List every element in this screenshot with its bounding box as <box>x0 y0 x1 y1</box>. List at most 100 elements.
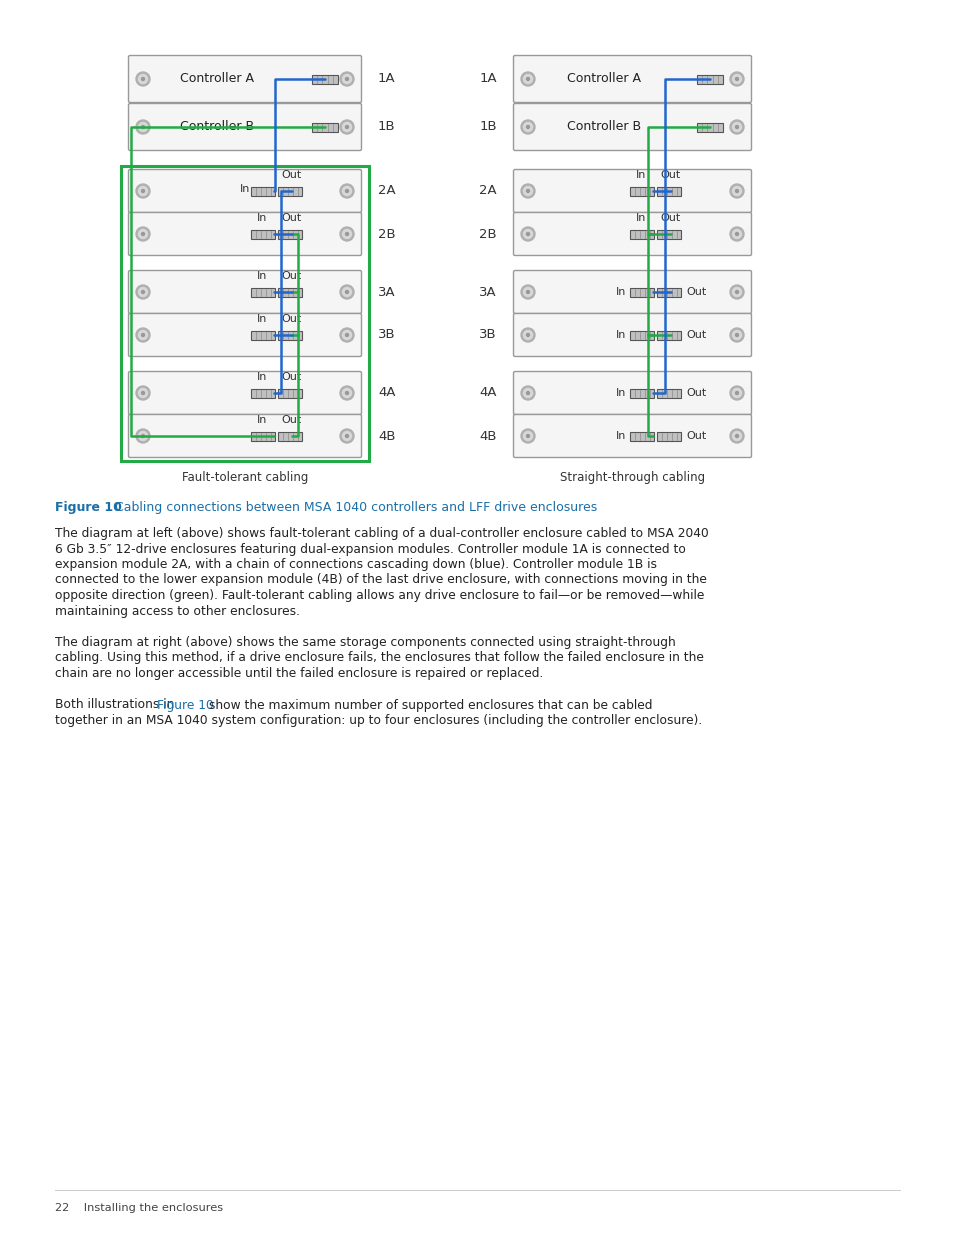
FancyBboxPatch shape <box>129 56 361 103</box>
Text: Both illustrations in: Both illustrations in <box>55 699 178 711</box>
Circle shape <box>729 329 743 342</box>
Circle shape <box>345 435 348 437</box>
Text: In: In <box>256 212 267 224</box>
Bar <box>252 431 275 441</box>
Circle shape <box>520 387 535 400</box>
Circle shape <box>732 230 740 238</box>
Circle shape <box>136 329 150 342</box>
Circle shape <box>138 186 148 195</box>
Text: Out: Out <box>685 431 705 441</box>
Text: 4A: 4A <box>479 387 497 399</box>
Circle shape <box>342 122 351 131</box>
Text: Out: Out <box>281 170 302 180</box>
Bar <box>630 288 654 296</box>
Text: 1A: 1A <box>377 73 395 85</box>
Circle shape <box>735 189 738 193</box>
Text: opposite direction (green). Fault-tolerant cabling allows any drive enclosure to: opposite direction (green). Fault-tolera… <box>55 589 703 601</box>
Text: In: In <box>256 372 267 382</box>
Bar <box>697 122 722 131</box>
Text: Out: Out <box>685 287 705 296</box>
Circle shape <box>345 290 348 294</box>
Text: cabling. Using this method, if a drive enclosure fails, the enclosures that foll: cabling. Using this method, if a drive e… <box>55 652 703 664</box>
Text: Out: Out <box>281 212 302 224</box>
Circle shape <box>735 78 738 80</box>
Circle shape <box>735 126 738 128</box>
Bar <box>278 331 302 340</box>
Bar <box>278 288 302 296</box>
Circle shape <box>136 387 150 400</box>
Circle shape <box>339 285 354 299</box>
Bar <box>121 165 369 461</box>
FancyBboxPatch shape <box>513 314 751 357</box>
Bar <box>657 331 680 340</box>
Circle shape <box>732 331 740 340</box>
FancyBboxPatch shape <box>513 56 751 103</box>
Circle shape <box>729 387 743 400</box>
Bar <box>278 186 302 195</box>
Text: 3A: 3A <box>377 285 395 299</box>
Bar <box>252 389 275 398</box>
Circle shape <box>520 329 535 342</box>
Circle shape <box>141 435 144 437</box>
Text: In: In <box>256 314 267 324</box>
Circle shape <box>526 78 529 80</box>
Circle shape <box>520 72 535 86</box>
Circle shape <box>141 126 144 128</box>
Circle shape <box>138 74 148 84</box>
Circle shape <box>339 429 354 443</box>
Text: Out: Out <box>660 170 680 180</box>
Text: 4B: 4B <box>377 430 395 442</box>
Circle shape <box>735 290 738 294</box>
Circle shape <box>520 227 535 241</box>
Bar <box>657 230 680 238</box>
Text: In: In <box>635 212 645 224</box>
Circle shape <box>732 186 740 195</box>
Circle shape <box>735 435 738 437</box>
Circle shape <box>141 189 144 193</box>
Text: In: In <box>635 170 645 180</box>
Circle shape <box>136 72 150 86</box>
Circle shape <box>136 429 150 443</box>
Circle shape <box>136 184 150 198</box>
Circle shape <box>520 429 535 443</box>
Circle shape <box>523 122 532 131</box>
Text: Controller A: Controller A <box>180 73 254 85</box>
Circle shape <box>729 429 743 443</box>
Circle shape <box>523 288 532 296</box>
FancyBboxPatch shape <box>129 270 361 314</box>
Circle shape <box>732 431 740 441</box>
Circle shape <box>729 285 743 299</box>
Circle shape <box>526 333 529 336</box>
Text: 6 Gb 3.5″ 12-drive enclosures featuring dual-expansion modules. Controller modul: 6 Gb 3.5″ 12-drive enclosures featuring … <box>55 542 685 556</box>
Text: 2A: 2A <box>478 184 497 198</box>
Text: 22    Installing the enclosures: 22 Installing the enclosures <box>55 1203 223 1213</box>
Circle shape <box>732 122 740 131</box>
Text: maintaining access to other enclosures.: maintaining access to other enclosures. <box>55 604 299 618</box>
Text: 1B: 1B <box>478 121 497 133</box>
Bar <box>278 389 302 398</box>
Circle shape <box>523 230 532 238</box>
Text: Controller B: Controller B <box>180 121 254 133</box>
Circle shape <box>523 431 532 441</box>
Circle shape <box>339 387 354 400</box>
Circle shape <box>520 285 535 299</box>
Circle shape <box>141 333 144 336</box>
Circle shape <box>526 126 529 128</box>
Circle shape <box>345 232 348 236</box>
Circle shape <box>520 120 535 135</box>
Bar <box>312 74 337 84</box>
Circle shape <box>138 288 148 296</box>
Circle shape <box>729 227 743 241</box>
Circle shape <box>138 389 148 398</box>
Circle shape <box>138 230 148 238</box>
Text: Cabling connections between MSA 1040 controllers and LFF drive enclosures: Cabling connections between MSA 1040 con… <box>111 501 597 514</box>
Text: 2A: 2A <box>377 184 395 198</box>
Text: Fault-tolerant cabling: Fault-tolerant cabling <box>182 471 308 484</box>
Circle shape <box>523 186 532 195</box>
Bar <box>630 431 654 441</box>
FancyBboxPatch shape <box>129 104 361 151</box>
Text: Straight-through cabling: Straight-through cabling <box>559 471 704 484</box>
Circle shape <box>138 122 148 131</box>
Circle shape <box>345 78 348 80</box>
FancyBboxPatch shape <box>513 270 751 314</box>
